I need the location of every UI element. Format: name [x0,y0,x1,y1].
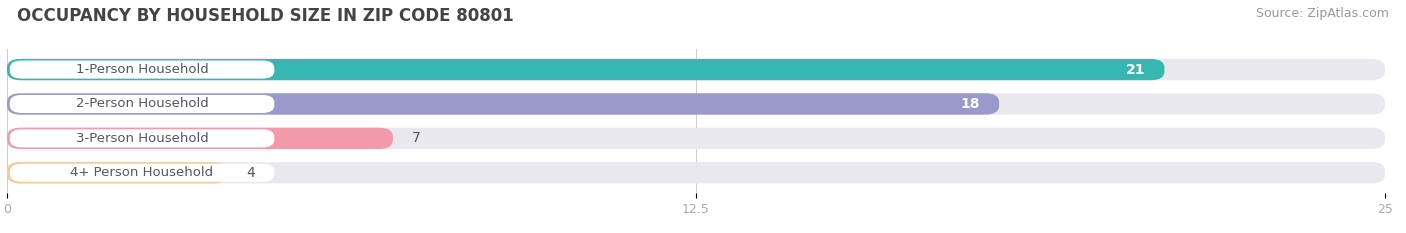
Text: 4+ Person Household: 4+ Person Household [70,166,214,179]
Text: Source: ZipAtlas.com: Source: ZipAtlas.com [1256,7,1389,20]
Text: OCCUPANCY BY HOUSEHOLD SIZE IN ZIP CODE 80801: OCCUPANCY BY HOUSEHOLD SIZE IN ZIP CODE … [17,7,513,25]
Text: 2-Person Household: 2-Person Household [76,97,208,110]
FancyBboxPatch shape [7,162,1385,183]
Text: 4: 4 [247,166,256,180]
FancyBboxPatch shape [7,93,1385,115]
Text: 21: 21 [1126,63,1144,77]
FancyBboxPatch shape [10,129,274,147]
FancyBboxPatch shape [10,164,274,182]
FancyBboxPatch shape [7,59,1164,80]
Text: 18: 18 [960,97,980,111]
Text: 3-Person Household: 3-Person Household [76,132,208,145]
FancyBboxPatch shape [7,128,1385,149]
FancyBboxPatch shape [10,95,274,113]
FancyBboxPatch shape [7,128,392,149]
FancyBboxPatch shape [7,93,1000,115]
FancyBboxPatch shape [7,162,228,183]
FancyBboxPatch shape [7,59,1385,80]
Text: 1-Person Household: 1-Person Household [76,63,208,76]
FancyBboxPatch shape [10,61,274,79]
Text: 7: 7 [412,131,420,145]
